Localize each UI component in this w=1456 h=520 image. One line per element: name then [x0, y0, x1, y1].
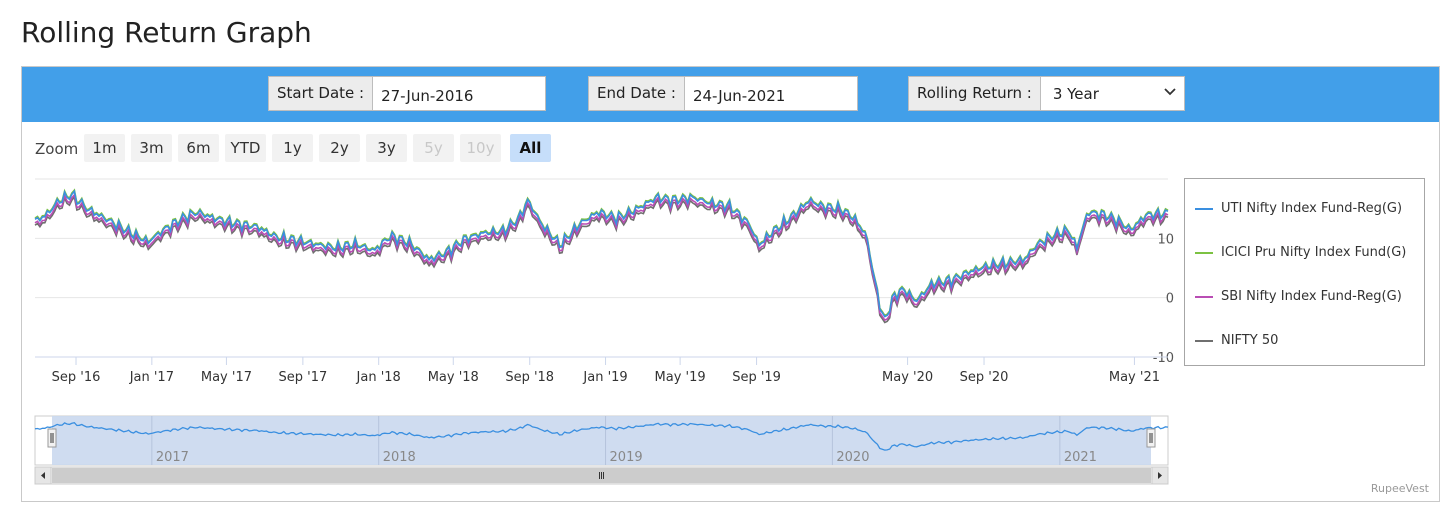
- x-tick-label: Jan '17: [129, 370, 174, 385]
- series-line: [34, 188, 1169, 317]
- rolling-return-chart: -10 0 10 Sep '16 Jan '17 May '17 Sep '17 Jan '1…: [34, 178, 1174, 485]
- zoom-button-10y: 10y: [460, 134, 501, 162]
- legend-label: NIFTY 50: [1221, 333, 1279, 348]
- zoom-button-all[interactable]: All: [510, 134, 551, 162]
- end-date-label: End Date :: [588, 76, 684, 111]
- x-tick-label: Jan '19: [582, 370, 627, 385]
- y-tick-label: 0: [1166, 292, 1174, 307]
- page-title: Rolling Return Graph: [21, 16, 312, 49]
- zoom-label: Zoom: [35, 140, 79, 158]
- chevron-down-icon: [1164, 88, 1176, 96]
- navigator-year-label: 2020: [836, 450, 869, 465]
- handle-body: [1146, 428, 1156, 448]
- x-tick-label: Sep '16: [52, 370, 101, 385]
- zoom-button-1m[interactable]: 1m: [84, 134, 125, 162]
- navigator-year-label: 2019: [610, 450, 643, 465]
- legend-label: SBI Nifty Index Fund-Reg(G): [1221, 289, 1402, 304]
- x-tick-label: Jan '18: [356, 370, 401, 385]
- zoom-button-ytd[interactable]: YTD: [225, 134, 266, 162]
- filter-bar: Start Date : End Date : Rolling Return :…: [22, 67, 1439, 122]
- legend-item[interactable]: ICICI Pru Nifty Index Fund(G): [1195, 245, 1406, 260]
- zoom-button-2y[interactable]: 2y: [319, 134, 360, 162]
- series-line: [34, 195, 1169, 324]
- series-line: [34, 193, 1169, 322]
- navigator-selected-range: [52, 416, 1151, 465]
- x-tick-label: Sep '20: [960, 370, 1009, 385]
- x-tick-label: May '20: [882, 370, 933, 385]
- rolling-return-label: Rolling Return :: [908, 76, 1040, 111]
- navigator-year-label: 2018: [383, 450, 416, 465]
- legend-label: ICICI Pru Nifty Index Fund(G): [1221, 245, 1407, 260]
- rolling-return-field: Rolling Return : 3 Year: [908, 76, 1185, 111]
- start-date-field: Start Date :: [268, 76, 547, 111]
- legend-line-symbol: [1195, 339, 1213, 342]
- legend-item[interactable]: NIFTY 50: [1195, 333, 1278, 348]
- navigator-year-label: 2017: [156, 450, 189, 465]
- y-tick-label: 10: [1157, 232, 1174, 247]
- credits-text: RupeeVest: [1370, 482, 1429, 495]
- series-line: [34, 189, 1169, 318]
- zoom-button-1y[interactable]: 1y: [272, 134, 313, 162]
- start-date-label: Start Date :: [268, 76, 373, 111]
- x-tick-label: Sep '19: [732, 370, 781, 385]
- legend-item[interactable]: SBI Nifty Index Fund-Reg(G): [1195, 289, 1402, 304]
- y-tick-label: -10: [1153, 351, 1174, 366]
- chart-legend: UTI Nifty Index Fund-Reg(G) ICICI Pru Nif…: [1184, 178, 1425, 366]
- arrow-left-icon: [41, 472, 45, 479]
- start-date-input[interactable]: [372, 76, 547, 111]
- arrow-right-icon: [1158, 472, 1162, 479]
- rolling-return-value: 3 Year: [1052, 85, 1099, 103]
- legend-line-symbol: [1195, 251, 1213, 254]
- zoom-button-3m[interactable]: 3m: [131, 134, 172, 162]
- x-tick-label: Sep '17: [278, 370, 327, 385]
- x-tick-label: May '21: [1109, 370, 1160, 385]
- end-date-field: End Date :: [588, 76, 858, 111]
- x-tick-label: Sep '18: [505, 370, 554, 385]
- handle-body: [47, 428, 57, 448]
- x-tick-label: May '17: [201, 370, 252, 385]
- legend-label: UTI Nifty Index Fund-Reg(G): [1221, 201, 1403, 216]
- zoom-button-3y[interactable]: 3y: [366, 134, 407, 162]
- rolling-return-select[interactable]: 3 Year: [1039, 76, 1185, 111]
- legend-item[interactable]: UTI Nifty Index Fund-Reg(G): [1195, 201, 1402, 216]
- chart-panel: Start Date : End Date : Rolling Return :…: [21, 66, 1440, 502]
- navigator-year-label: 2021: [1064, 450, 1097, 465]
- navigator-series-line: [34, 421, 1169, 451]
- x-tick-label: May '19: [655, 370, 706, 385]
- legend-line-symbol: [1195, 295, 1213, 298]
- navigator-right-handle[interactable]: [1146, 428, 1156, 448]
- navigator-left-handle[interactable]: [47, 428, 57, 448]
- x-tick-label: May '18: [428, 370, 479, 385]
- end-date-input[interactable]: [683, 76, 858, 111]
- zoom-button-6m[interactable]: 6m: [178, 134, 219, 162]
- legend-line-symbol: [1195, 207, 1213, 210]
- zoom-button-5y: 5y: [413, 134, 454, 162]
